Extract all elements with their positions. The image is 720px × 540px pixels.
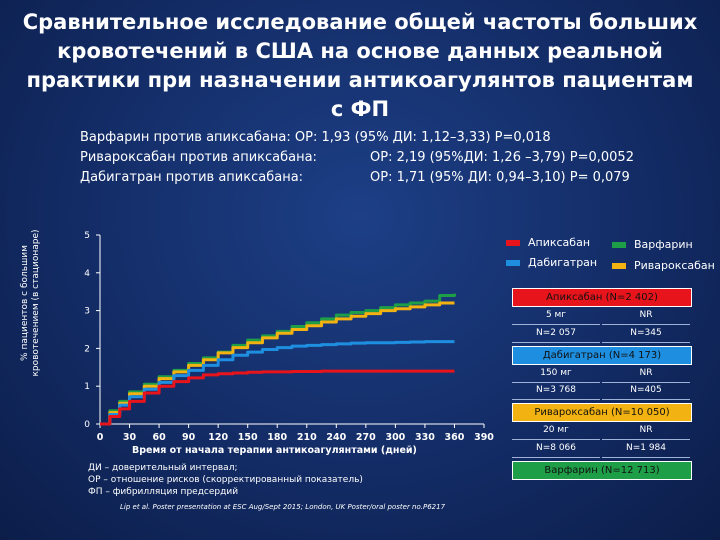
legend-label: Варфарин xyxy=(634,238,693,251)
series-line-apixaban xyxy=(100,369,455,426)
legend-apixaban: Апиксабан xyxy=(506,236,590,249)
x-tick-label: 120 xyxy=(208,432,228,443)
apixaban-dose-nr: NR xyxy=(602,307,690,325)
stat-label: Дабигатран против апиксабана: xyxy=(80,170,304,185)
warfarin-box-title: Варфарин (N=12 713) xyxy=(512,461,692,480)
apixaban-n-nr: N=345 xyxy=(602,325,690,343)
legend-swatch xyxy=(612,242,626,248)
rivaroxaban-dose-nr: NR xyxy=(602,422,690,440)
x-tick-label: 60 xyxy=(152,432,166,443)
dabigatran-n-150mg: N=3 768 xyxy=(512,382,600,400)
apixaban-dose-5mg: 5 мг xyxy=(512,307,600,325)
stat-value: ОР: 1,71 (95% ДИ: 0,94–3,10) Р= 0,079 xyxy=(370,170,630,185)
legend-label: Апиксабан xyxy=(528,236,591,249)
y-tick-label: 3 xyxy=(84,307,90,317)
rivaroxaban-box-title: Ривароксабан (N=10 050) xyxy=(512,403,692,422)
series-line-warfarin xyxy=(100,293,456,426)
dabigatran-dose-nr: NR xyxy=(602,365,690,383)
page-title: Сравнительное исследование общей частоты… xyxy=(22,10,698,121)
rivaroxaban-dose-20mg: 20 мг xyxy=(512,422,600,440)
y-tick-label: 1 xyxy=(84,382,90,392)
stat-label: Варфарин против апиксабана: ОР: 1,93 (95… xyxy=(80,130,551,145)
x-tick-label: 210 xyxy=(297,432,317,443)
x-tick-label: 180 xyxy=(267,432,287,443)
footnote-af: ФП – фибрилляция предсердий xyxy=(88,487,239,497)
reference: Lip et al. Poster presentation at ESC Au… xyxy=(120,503,446,511)
x-tick-label: 360 xyxy=(445,432,465,443)
y-axis-label: % пациентов с большим кровотечением (в с… xyxy=(20,229,41,377)
legend-label: Ривароксабан xyxy=(634,259,715,272)
x-tick-label: 300 xyxy=(385,432,405,443)
stat-value: ОР: 2,19 (95%ДИ: 1,26 –3,79) Р=0,0052 xyxy=(370,150,634,165)
legend-swatch xyxy=(612,263,626,269)
y-tick-label: 5 xyxy=(84,231,90,241)
y-tick-label: 2 xyxy=(84,344,90,354)
rivaroxaban-n-nr: N=1 984 xyxy=(602,440,690,458)
legend-dabigatran: Дабигатран xyxy=(506,256,597,269)
dabigatran-dose-150mg: 150 мг xyxy=(512,365,600,383)
legend-rivaroxaban: Ривароксабан xyxy=(612,259,715,272)
x-tick-label: 330 xyxy=(415,432,435,443)
footnote-ci: ДИ – доверительный интервал; xyxy=(88,463,238,473)
x-tick-label: 30 xyxy=(123,432,137,443)
apixaban-n-5mg: N=2 057 xyxy=(512,325,600,343)
x-tick-label: 270 xyxy=(356,432,376,443)
series-line-dabigatran xyxy=(100,340,455,426)
y-tick-label: 0 xyxy=(84,420,90,430)
stat-label: Ривароксабан против апиксабана: xyxy=(80,150,317,165)
footnote-hr: ОР – отношение рисков (скорректированный… xyxy=(88,475,363,485)
legend-swatch xyxy=(506,260,520,266)
x-tick-label: 90 xyxy=(182,432,196,443)
legend-label: Дабигатран xyxy=(528,256,598,269)
series-line-rivaroxaban xyxy=(100,301,455,426)
x-tick-label: 150 xyxy=(238,432,258,443)
legend-swatch xyxy=(506,240,520,246)
x-tick-label: 0 xyxy=(97,432,104,443)
x-tick-label: 390 xyxy=(474,432,494,443)
x-tick-label: 240 xyxy=(326,432,346,443)
y-tick-label: 4 xyxy=(84,269,90,279)
apixaban-box-title: Апиксабан (N=2 402) xyxy=(512,288,692,307)
legend-warfarin: Варфарин xyxy=(612,238,693,251)
dabigatran-box-title: Дабигатран (N=4 173) xyxy=(512,346,692,365)
dabigatran-n-nr: N=405 xyxy=(602,382,690,400)
rivaroxaban-n-20mg: N=8 066 xyxy=(512,440,600,458)
x-axis-label: Время от начала терапии антикоагулянтами… xyxy=(132,445,417,456)
